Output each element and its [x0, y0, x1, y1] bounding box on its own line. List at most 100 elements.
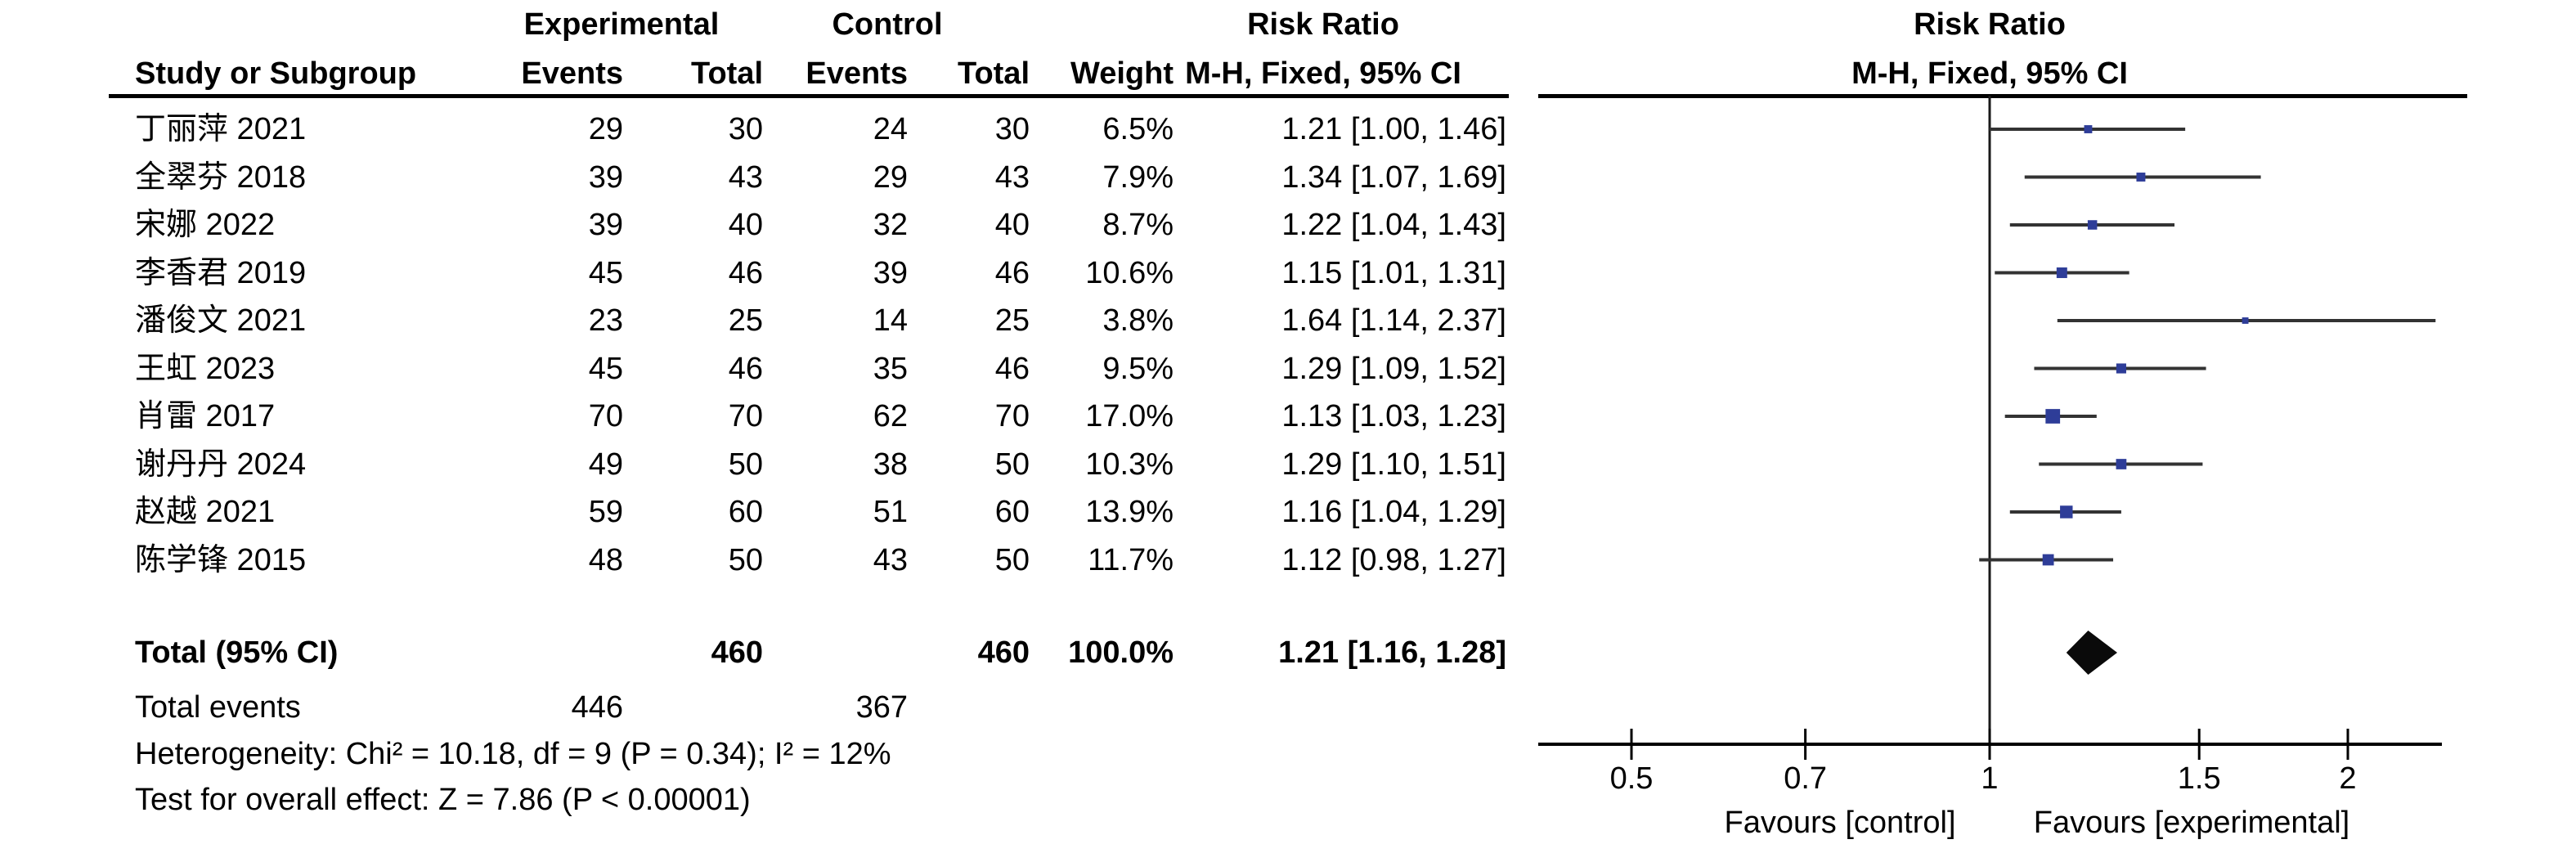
study-name: 谢丹丹 2024: [135, 447, 307, 482]
weight-value: 11.7%: [1088, 543, 1174, 577]
col-header-total-control: Total: [958, 56, 1030, 91]
effect-size-marker: [2116, 363, 2126, 374]
weight-value: 6.5%: [1102, 112, 1174, 146]
effect-size-marker: [2056, 267, 2067, 278]
total-control: 60: [994, 495, 1030, 529]
risk-ratio-ci-text: 1.21 [1.00, 1.46]: [1281, 112, 1506, 146]
axis-tick-label: 2: [2339, 761, 2357, 796]
effect-size-marker: [2087, 220, 2098, 230]
total-experimental: 50: [728, 543, 763, 577]
col-header-events-control: Events: [806, 56, 908, 91]
study-name: 宋娜 2022: [135, 208, 276, 242]
events-control: 24: [873, 112, 908, 146]
total-control: 50: [994, 447, 1030, 482]
weight-value: 13.9%: [1085, 495, 1174, 529]
col-group-risk-ratio: Risk Ratio: [1247, 7, 1399, 42]
col-group-control: Control: [832, 7, 943, 42]
events-control: 35: [873, 352, 908, 386]
events-experimental: 39: [588, 160, 623, 195]
total-control: 46: [994, 256, 1030, 290]
study-name: 丁丽萍 2021: [135, 112, 307, 146]
events-control: 62: [873, 399, 908, 433]
overall-effect-line: Test for overall effect: Z = 7.86 (P < 0…: [135, 783, 751, 817]
col-header-weight: Weight: [1070, 56, 1174, 91]
axis-tick-mark: [1988, 729, 1991, 760]
events-control: 39: [873, 256, 908, 290]
total-row-total-experimental: 460: [711, 635, 763, 670]
axis-tick-mark: [1630, 729, 1633, 760]
effect-size-marker: [2116, 459, 2127, 469]
col-group-experimental: Experimental: [523, 7, 720, 42]
total-experimental: 50: [728, 447, 763, 482]
weight-value: 8.7%: [1102, 208, 1174, 242]
plot-header-mh-fixed-ci: M-H, Fixed, 95% CI: [1851, 56, 2128, 91]
events-experimental: 45: [588, 352, 623, 386]
col-header-mh-fixed-ci: M-H, Fixed, 95% CI: [1185, 56, 1461, 91]
axis-tick-label: 1.5: [2177, 761, 2221, 796]
study-name: 潘俊文 2021: [135, 303, 307, 338]
pooled-effect-diamond: [2066, 631, 2117, 675]
weight-value: 10.6%: [1085, 256, 1174, 290]
total-control: 25: [994, 303, 1030, 338]
total-control: 50: [994, 543, 1030, 577]
events-experimental: 59: [588, 495, 623, 529]
events-experimental: 23: [588, 303, 623, 338]
study-name: 肖雷 2017: [135, 399, 276, 433]
risk-ratio-ci-text: 1.64 [1.14, 2.37]: [1281, 303, 1506, 338]
total-experimental: 70: [728, 399, 763, 433]
favours-experimental-label: Favours [experimental]: [2033, 806, 2350, 840]
risk-ratio-ci-text: 1.29 [1.09, 1.52]: [1281, 352, 1506, 386]
col-header-total-experimental: Total: [691, 56, 763, 91]
effect-size-marker: [2045, 409, 2061, 424]
total-experimental: 25: [728, 303, 763, 338]
total-control: 70: [994, 399, 1030, 433]
total-row-weight: 100.0%: [1068, 635, 1174, 670]
weight-value: 10.3%: [1085, 447, 1174, 482]
study-name: 李香君 2019: [135, 256, 307, 290]
total-experimental: 46: [728, 256, 763, 290]
total-control: 40: [994, 208, 1030, 242]
total-row-ci: 1.21 [1.16, 1.28]: [1278, 635, 1506, 670]
study-name: 陈学锋 2015: [135, 543, 307, 577]
effect-size-marker: [2084, 125, 2093, 133]
events-experimental: 45: [588, 256, 623, 290]
events-control: 29: [873, 160, 908, 195]
favours-control-label: Favours [control]: [1724, 806, 1956, 840]
effect-size-marker: [2136, 173, 2146, 182]
total-row-label: Total (95% CI): [135, 635, 339, 670]
weight-value: 17.0%: [1085, 399, 1174, 433]
plot-header-risk-ratio: Risk Ratio: [1914, 7, 2066, 42]
risk-ratio-ci-text: 1.34 [1.07, 1.69]: [1281, 160, 1506, 195]
total-control: 30: [994, 112, 1030, 146]
total-control: 46: [994, 352, 1030, 386]
axis-tick-mark: [2197, 729, 2201, 760]
col-header-events-experimental: Events: [521, 56, 623, 91]
risk-ratio-ci-text: 1.13 [1.03, 1.23]: [1281, 399, 1506, 433]
axis-tick-mark: [1804, 729, 1807, 760]
col-header-study: Study or Subgroup: [135, 56, 417, 91]
axis-tick-label: 1: [1981, 761, 1999, 796]
effect-size-marker: [2060, 505, 2073, 519]
total-row-total-control: 460: [977, 635, 1030, 670]
effect-size-marker: [2042, 554, 2054, 566]
total-events-experimental: 446: [571, 690, 623, 725]
events-experimental: 70: [588, 399, 623, 433]
total-experimental: 43: [728, 160, 763, 195]
total-control: 43: [994, 160, 1030, 195]
study-name: 全翠芬 2018: [135, 160, 307, 195]
weight-value: 9.5%: [1102, 352, 1174, 386]
events-experimental: 39: [588, 208, 623, 242]
risk-ratio-ci-text: 1.16 [1.04, 1.29]: [1281, 495, 1506, 529]
events-control: 38: [873, 447, 908, 482]
events-control: 14: [873, 303, 908, 338]
heterogeneity-line: Heterogeneity: Chi² = 10.18, df = 9 (P =…: [135, 737, 891, 771]
total-experimental: 40: [728, 208, 763, 242]
risk-ratio-ci-text: 1.12 [0.98, 1.27]: [1281, 543, 1506, 577]
events-experimental: 49: [588, 447, 623, 482]
events-control: 32: [873, 208, 908, 242]
risk-ratio-ci-text: 1.29 [1.10, 1.51]: [1281, 447, 1506, 482]
total-events-label: Total events: [135, 690, 301, 725]
total-events-control: 367: [855, 690, 908, 725]
